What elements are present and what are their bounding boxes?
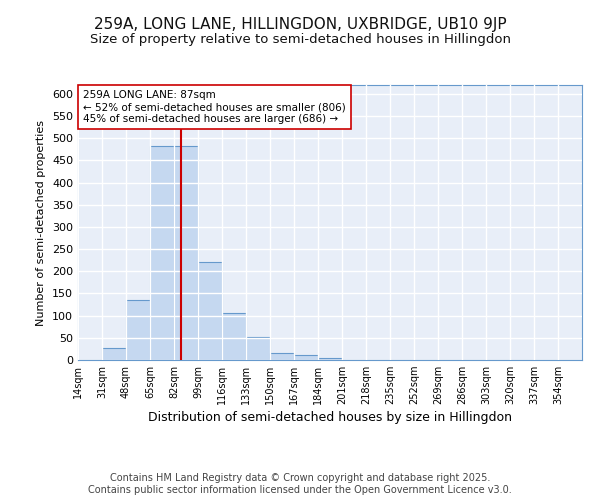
Bar	[174, 146, 198, 360]
Bar	[222, 312, 246, 360]
Text: 259A LONG LANE: 87sqm
← 52% of semi-detached houses are smaller (806)
45% of sem: 259A LONG LANE: 87sqm ← 52% of semi-deta…	[83, 90, 346, 124]
Bar	[102, 348, 126, 360]
Bar	[150, 146, 174, 360]
Text: Contains HM Land Registry data © Crown copyright and database right 2025.
Contai: Contains HM Land Registry data © Crown c…	[88, 474, 512, 495]
Bar	[318, 358, 342, 360]
X-axis label: Distribution of semi-detached houses by size in Hillingdon: Distribution of semi-detached houses by …	[148, 412, 512, 424]
Text: Size of property relative to semi-detached houses in Hillingdon: Size of property relative to semi-detach…	[89, 32, 511, 46]
Bar	[270, 354, 294, 360]
Bar	[294, 354, 318, 360]
Bar	[198, 262, 222, 360]
Bar	[246, 337, 270, 360]
Text: 259A, LONG LANE, HILLINGDON, UXBRIDGE, UB10 9JP: 259A, LONG LANE, HILLINGDON, UXBRIDGE, U…	[94, 18, 506, 32]
Bar	[126, 300, 150, 360]
Y-axis label: Number of semi-detached properties: Number of semi-detached properties	[37, 120, 46, 326]
